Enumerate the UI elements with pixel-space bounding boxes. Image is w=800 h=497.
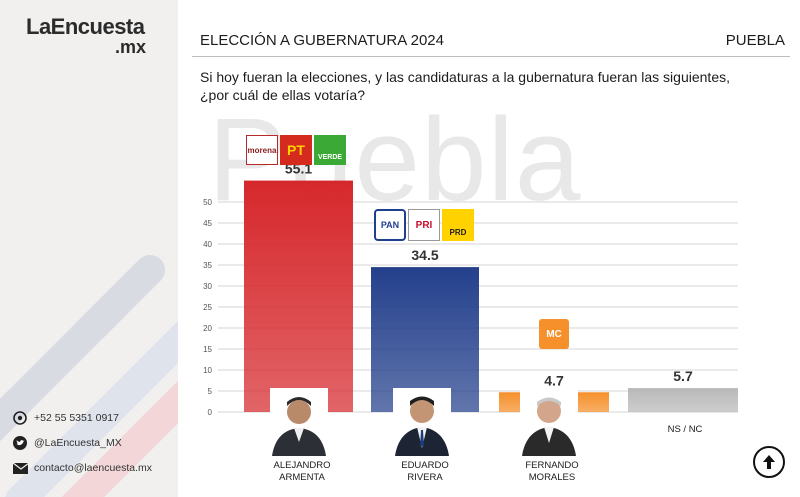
contact-email[interactable]: contacto@laencuesta.mx bbox=[12, 460, 152, 476]
y-tick-label: 5 bbox=[208, 387, 213, 396]
pt-logo-text: PT bbox=[287, 142, 305, 158]
candidate-photo-morales bbox=[520, 388, 578, 456]
contact-phone-text: +52 55 5351 0917 bbox=[34, 412, 119, 424]
y-tick-label: 35 bbox=[203, 261, 212, 270]
y-tick-label: 30 bbox=[203, 282, 212, 291]
bar-value-label: 5.7 bbox=[673, 368, 693, 384]
bar[interactable] bbox=[628, 388, 738, 412]
bar-value-label: 34.5 bbox=[411, 247, 438, 263]
brand-logo[interactable]: LaEncuesta .mx bbox=[26, 14, 146, 57]
sidebar: LaEncuesta .mx +52 55 5351 0917 @LaEncue… bbox=[0, 0, 178, 497]
page-title: ELECCIÓN A GUBERNATURA 2024 bbox=[200, 32, 444, 49]
candidate-photo-rivera bbox=[393, 388, 451, 456]
y-tick-label: 40 bbox=[203, 240, 212, 249]
decorative-stripes bbox=[0, 255, 178, 497]
mail-icon bbox=[12, 460, 28, 476]
pt-logo: PT bbox=[280, 135, 312, 165]
pri-logo-text: PRI bbox=[415, 219, 433, 231]
brand-tld: .mx bbox=[114, 37, 146, 57]
header: ELECCIÓN A GUBERNATURA 2024 PUEBLA bbox=[200, 32, 785, 49]
pri-logo: PRI bbox=[408, 209, 440, 241]
pan-logo-text: PAN bbox=[380, 220, 400, 230]
bar-value-label: 4.7 bbox=[544, 372, 564, 388]
y-tick-label: 50 bbox=[203, 198, 212, 207]
twitter-icon bbox=[12, 435, 28, 451]
survey-question: Si hoy fueran la elecciones, y las candi… bbox=[200, 69, 730, 103]
state-label: PUEBLA bbox=[725, 32, 785, 49]
bar[interactable] bbox=[371, 267, 479, 412]
contact-twitter[interactable]: @LaEncuesta_MX bbox=[12, 435, 122, 451]
y-tick-label: 25 bbox=[203, 303, 212, 312]
arrow-up-icon bbox=[763, 455, 775, 469]
brand-name: LaEncuesta bbox=[26, 14, 145, 39]
prd-logo-text: PRD bbox=[449, 227, 467, 237]
y-tick-label: 10 bbox=[203, 366, 212, 375]
whatsapp-icon bbox=[12, 410, 28, 426]
contact-twitter-text: @LaEncuesta_MX bbox=[34, 437, 122, 449]
y-tick-label: 15 bbox=[203, 345, 212, 354]
contact-email-text: contacto@laencuesta.mx bbox=[34, 462, 153, 474]
verde-logo-text: VERDE bbox=[317, 153, 343, 161]
category-label: FERNANDO MORALES bbox=[525, 460, 579, 483]
category-label: ALEJANDRO ARMENTA bbox=[273, 460, 331, 483]
mc-logo: MC bbox=[539, 319, 569, 349]
y-tick-label: 45 bbox=[203, 219, 212, 228]
bar[interactable] bbox=[244, 180, 353, 412]
y-tick-label: 0 bbox=[208, 408, 213, 417]
y-tick-label: 20 bbox=[203, 324, 212, 333]
candidate-photo-armenta bbox=[270, 388, 328, 456]
category-label: NS / NC bbox=[667, 424, 703, 435]
morena-logo: morena bbox=[246, 135, 278, 165]
prd-logo: PRD bbox=[442, 209, 474, 241]
header-divider bbox=[192, 56, 790, 57]
scroll-top-button[interactable] bbox=[753, 446, 785, 478]
pan-logo: PAN bbox=[374, 209, 406, 241]
category-label: EDUARDO RIVERA bbox=[401, 460, 449, 483]
mc-logo-text: MC bbox=[546, 328, 562, 340]
contact-phone[interactable]: +52 55 5351 0917 bbox=[12, 410, 119, 426]
verde-logo: VERDE bbox=[314, 135, 346, 165]
morena-logo-text: morena bbox=[247, 145, 277, 155]
